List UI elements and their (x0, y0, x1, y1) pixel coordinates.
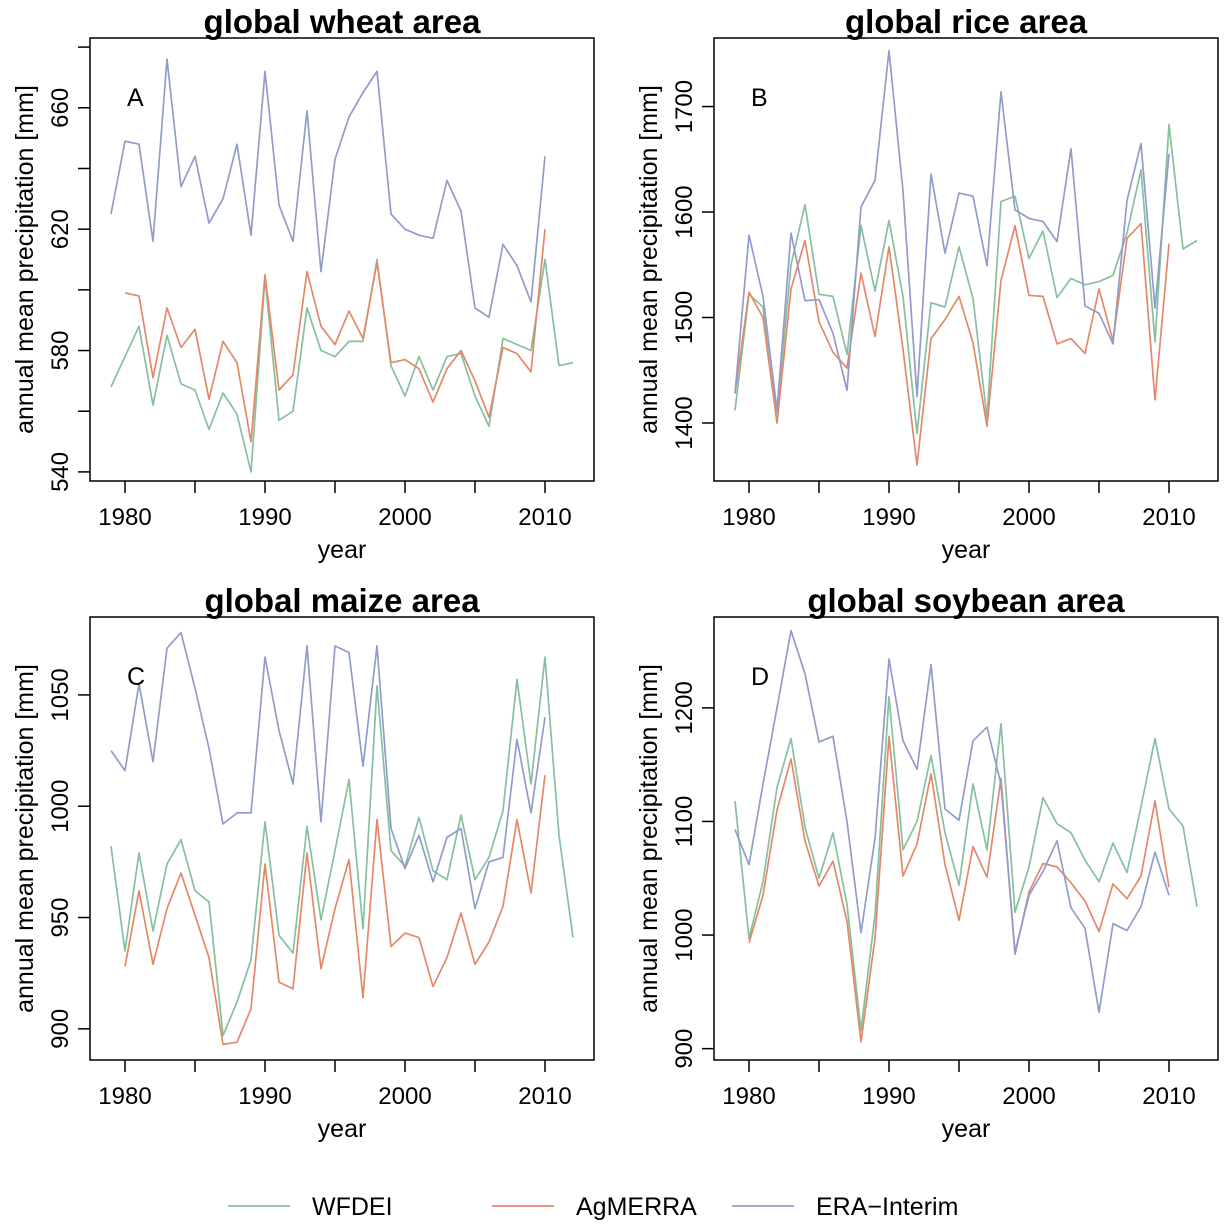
series-line-1 (110, 258, 574, 473)
y-tick-label: 1050 (47, 668, 74, 721)
x-tick-label: 2010 (1142, 1083, 1195, 1110)
x-tick-label: 2000 (1002, 1083, 1055, 1110)
y-tick-label: 540 (47, 452, 74, 492)
y-tick-label: 1500 (671, 291, 698, 344)
series-line-3 (110, 631, 546, 910)
panel-letter: A (127, 84, 144, 112)
plot-frame (89, 616, 595, 1061)
y-axis-label: annual mean precipitation [mm] (635, 664, 663, 1013)
y-tick-label: 900 (47, 1009, 74, 1049)
y-tick-label: 1000 (671, 908, 698, 961)
x-tick-label: 2010 (1142, 504, 1195, 531)
panel-b: global rice area 1980 1990 2000 2010 1400 1500… (635, 3, 1219, 564)
y-tick-label: 1400 (671, 396, 698, 449)
y-tick-label: 1700 (671, 80, 698, 133)
x-tick-label: 2000 (1002, 504, 1055, 531)
series-line-2 (124, 774, 546, 1046)
x-tick-label: 2000 (378, 1083, 431, 1110)
y-tick-label: 660 (47, 88, 74, 128)
y-tick-label: 1200 (671, 681, 698, 734)
plot-frame (713, 37, 1219, 482)
x-tick-label: 1990 (862, 504, 915, 531)
x-axis-label: year (318, 1115, 367, 1143)
x-tick-label: 1980 (722, 504, 775, 531)
y-tick-label: 900 (671, 1029, 698, 1069)
x-tick-label: 2000 (378, 504, 431, 531)
y-tick-label: 1100 (671, 796, 698, 848)
panel-title: global rice area (845, 3, 1088, 40)
series-line-3 (734, 629, 1170, 1014)
panel-c: global maize area 1980 1990 2000 2010 900 950 1… (11, 582, 595, 1143)
x-tick-label: 2010 (518, 504, 571, 531)
x-tick-label: 2010 (518, 1083, 571, 1110)
x-axis-label: year (318, 536, 367, 564)
legend: WFDEI AgMERRA ERA−Interim (228, 1193, 958, 1221)
y-axis-label: annual mean precipitation [mm] (11, 664, 39, 1013)
series-line-1 (110, 656, 574, 1037)
y-axis-label: annual mean precipitation [mm] (11, 85, 39, 434)
y-tick-label: 1000 (47, 780, 74, 833)
legend-label: AgMERRA (576, 1193, 697, 1221)
panel-title: global soybean area (807, 582, 1125, 619)
x-axis-label: year (942, 536, 991, 564)
series-line-2 (748, 735, 1170, 1043)
x-tick-label: 1980 (98, 1083, 151, 1110)
x-axis-label: year (942, 1115, 991, 1143)
panel-letter: B (751, 84, 768, 112)
x-tick-label: 1980 (722, 1083, 775, 1110)
panel-d: global soybean area 1980 1990 2000 2010 900 10… (635, 582, 1219, 1143)
series-line-1 (734, 123, 1198, 435)
panel-letter: C (127, 663, 145, 691)
y-tick-label: 580 (47, 331, 74, 371)
x-tick-label: 1980 (98, 504, 151, 531)
y-tick-label: 950 (47, 898, 74, 938)
x-tick-label: 1990 (238, 504, 291, 531)
plot-frame (713, 616, 1219, 1061)
panel-letter: D (751, 663, 769, 691)
plot-frame (89, 37, 595, 482)
panel-title: global wheat area (204, 3, 482, 40)
panel-a: global wheat area 1980 1990 2000 2010 540 580 6… (11, 3, 595, 564)
series-line-2 (124, 229, 546, 443)
x-tick-label: 1990 (862, 1083, 915, 1110)
y-tick-label: 1600 (671, 185, 698, 238)
series-line-3 (110, 58, 546, 319)
y-tick-label: 620 (47, 209, 74, 249)
series-line-2 (734, 222, 1170, 467)
x-tick-label: 1990 (238, 1083, 291, 1110)
series-line-1 (734, 695, 1198, 1032)
legend-label: WFDEI (312, 1193, 393, 1221)
series-line-3 (734, 49, 1170, 412)
panel-title: global maize area (204, 582, 480, 619)
legend-label: ERA−Interim (816, 1193, 958, 1221)
y-axis-label: annual mean precipitation [mm] (635, 85, 663, 434)
